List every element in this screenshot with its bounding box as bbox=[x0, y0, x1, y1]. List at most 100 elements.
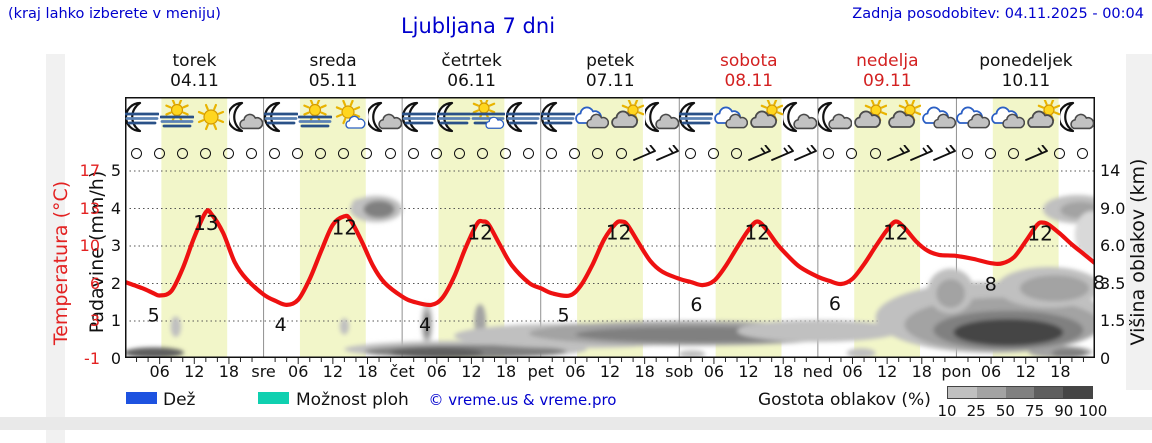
wind-calm-icon bbox=[245, 148, 257, 159]
page-title: Ljubljana 7 dni bbox=[400, 14, 556, 38]
wind-calm-icon bbox=[407, 148, 419, 159]
weather-icon-cloud-sun bbox=[610, 100, 645, 142]
axis-tick-label: 9.0 bbox=[1100, 198, 1126, 218]
axis-tick-label: -1 bbox=[84, 348, 100, 368]
day-name: četrtek bbox=[441, 51, 502, 71]
wind-calm-icon bbox=[292, 148, 304, 159]
day-name: torek bbox=[172, 51, 217, 71]
weather-icon-sun bbox=[194, 100, 229, 142]
weather-icon-moon-fog bbox=[436, 100, 472, 142]
wind-calm-icon bbox=[500, 148, 512, 159]
day-date: 04.11 bbox=[170, 71, 219, 91]
cloud-density-label: Gostota oblakov (%) bbox=[758, 390, 931, 410]
axis-tick-label: 5 bbox=[110, 161, 121, 180]
temp-min-label: 5 bbox=[148, 305, 160, 327]
x-hour-label: 06 bbox=[149, 362, 170, 381]
density-tick-label: 90 bbox=[1054, 402, 1074, 420]
weather-icon-moon-cloud bbox=[367, 100, 403, 142]
x-hour-label: 06 bbox=[980, 362, 1002, 381]
wind-calm-icon bbox=[315, 148, 327, 159]
temp-max-label: 12 bbox=[1027, 222, 1052, 246]
day-name: petek bbox=[586, 51, 635, 71]
wind-calm-icon bbox=[961, 148, 973, 159]
wind-calm-icon bbox=[523, 148, 535, 159]
temp-min-label: 6 bbox=[829, 293, 841, 315]
density-segment bbox=[1005, 387, 1035, 398]
day-name: sreda bbox=[309, 51, 357, 71]
temp-min-label: 8 bbox=[985, 273, 997, 295]
axis-tick-label: 2 bbox=[110, 273, 121, 293]
cloud-density-scale bbox=[947, 386, 1093, 399]
weather-icon-cloud-sun bbox=[1026, 100, 1061, 142]
wind-calm-icon bbox=[592, 148, 604, 159]
wind-calm-icon bbox=[546, 148, 558, 159]
weather-icon-sun-fog-cloud bbox=[471, 100, 506, 142]
weather-icon-cloud-sun bbox=[749, 100, 784, 142]
density-segment bbox=[1034, 387, 1064, 398]
wind-calm-icon bbox=[707, 148, 719, 159]
wind-calm-icon bbox=[869, 148, 881, 159]
showers-legend-swatch bbox=[258, 392, 289, 404]
temp-max-label: 12 bbox=[745, 221, 770, 245]
axis-tick-label: 4 bbox=[110, 198, 121, 218]
wind-calm-icon bbox=[985, 148, 997, 159]
axis-tick-label: 1.5 bbox=[1100, 311, 1126, 330]
axis-tick-label: 6.0 bbox=[1100, 236, 1126, 255]
day-header: ponedeljek 10.11 bbox=[956, 51, 1095, 91]
wind-calm-icon bbox=[453, 148, 465, 159]
x-day-label: pet bbox=[527, 362, 554, 381]
weather-icon-sun-fog bbox=[159, 100, 195, 142]
density-tick-label: 75 bbox=[1025, 402, 1045, 420]
wind-calm-icon bbox=[130, 148, 142, 159]
day-header: sobota 08.11 bbox=[679, 51, 818, 91]
weather-icon-moon-fog bbox=[540, 100, 576, 142]
axis-tick-label: 0 bbox=[110, 348, 121, 368]
x-day-label: čet bbox=[389, 362, 415, 381]
temp-max-label: 13 bbox=[193, 211, 218, 235]
density-tick-label: 25 bbox=[966, 402, 986, 420]
x-hour-label: 06 bbox=[426, 362, 447, 381]
day-header: petek 07.11 bbox=[541, 51, 680, 91]
x-hour-label: 06 bbox=[288, 362, 309, 381]
wind-calm-icon bbox=[338, 148, 350, 159]
x-hour-label: 12 bbox=[876, 362, 898, 381]
wind-calm-icon bbox=[846, 148, 858, 159]
temp-min-label: 6 bbox=[690, 294, 702, 316]
day-name: sobota bbox=[720, 51, 778, 71]
x-hour-label: 18 bbox=[773, 362, 794, 381]
weather-icon-moon-fog bbox=[125, 100, 160, 142]
wind-calm-icon bbox=[823, 148, 835, 159]
x-day-label: sre bbox=[251, 362, 276, 381]
rain-legend-swatch bbox=[126, 392, 157, 404]
temp-min-label: 5 bbox=[558, 305, 570, 327]
wind-calm-icon bbox=[199, 148, 211, 159]
density-segment bbox=[948, 387, 977, 398]
wind-calm-icon bbox=[1008, 148, 1020, 159]
wind-calm-icon bbox=[222, 148, 234, 159]
weather-icon-clouds bbox=[575, 100, 610, 142]
copyright-link[interactable]: © vreme.us & vreme.pro bbox=[428, 391, 617, 409]
density-tick-label: 10 bbox=[937, 402, 957, 420]
weather-icon-moon-cloud bbox=[817, 100, 853, 142]
weather-icon-moon-cloud bbox=[228, 100, 264, 142]
weather-icon-moon-fog bbox=[402, 100, 437, 142]
day-date: 09.11 bbox=[863, 71, 912, 91]
wind-calm-icon bbox=[569, 148, 581, 159]
axis-tick-label: 10 bbox=[79, 236, 100, 255]
wind-calm-icon bbox=[1077, 148, 1089, 159]
weather-icon-moon-fog bbox=[263, 100, 299, 142]
wind-calm-icon bbox=[361, 148, 373, 159]
weather-icon-moon-fog bbox=[679, 100, 714, 142]
meteogram-chart: 13 12 12 12 12 12 12 5 4 4 5 6 6 8 bbox=[125, 97, 1095, 364]
wind-calm-icon bbox=[615, 148, 627, 159]
weather-icon-moon-cloud bbox=[783, 100, 818, 142]
wind-calm-icon bbox=[269, 148, 281, 159]
showers-legend-label: Možnost ploh bbox=[296, 390, 409, 410]
right-bg-strip bbox=[1126, 54, 1152, 390]
weather-icon-moon-fog bbox=[506, 100, 541, 142]
temp-max-label: 12 bbox=[332, 215, 357, 239]
wind-calm-icon bbox=[1054, 148, 1066, 159]
temp-max-label: 12 bbox=[883, 221, 908, 245]
axis-tick-label: 3 bbox=[110, 236, 121, 255]
